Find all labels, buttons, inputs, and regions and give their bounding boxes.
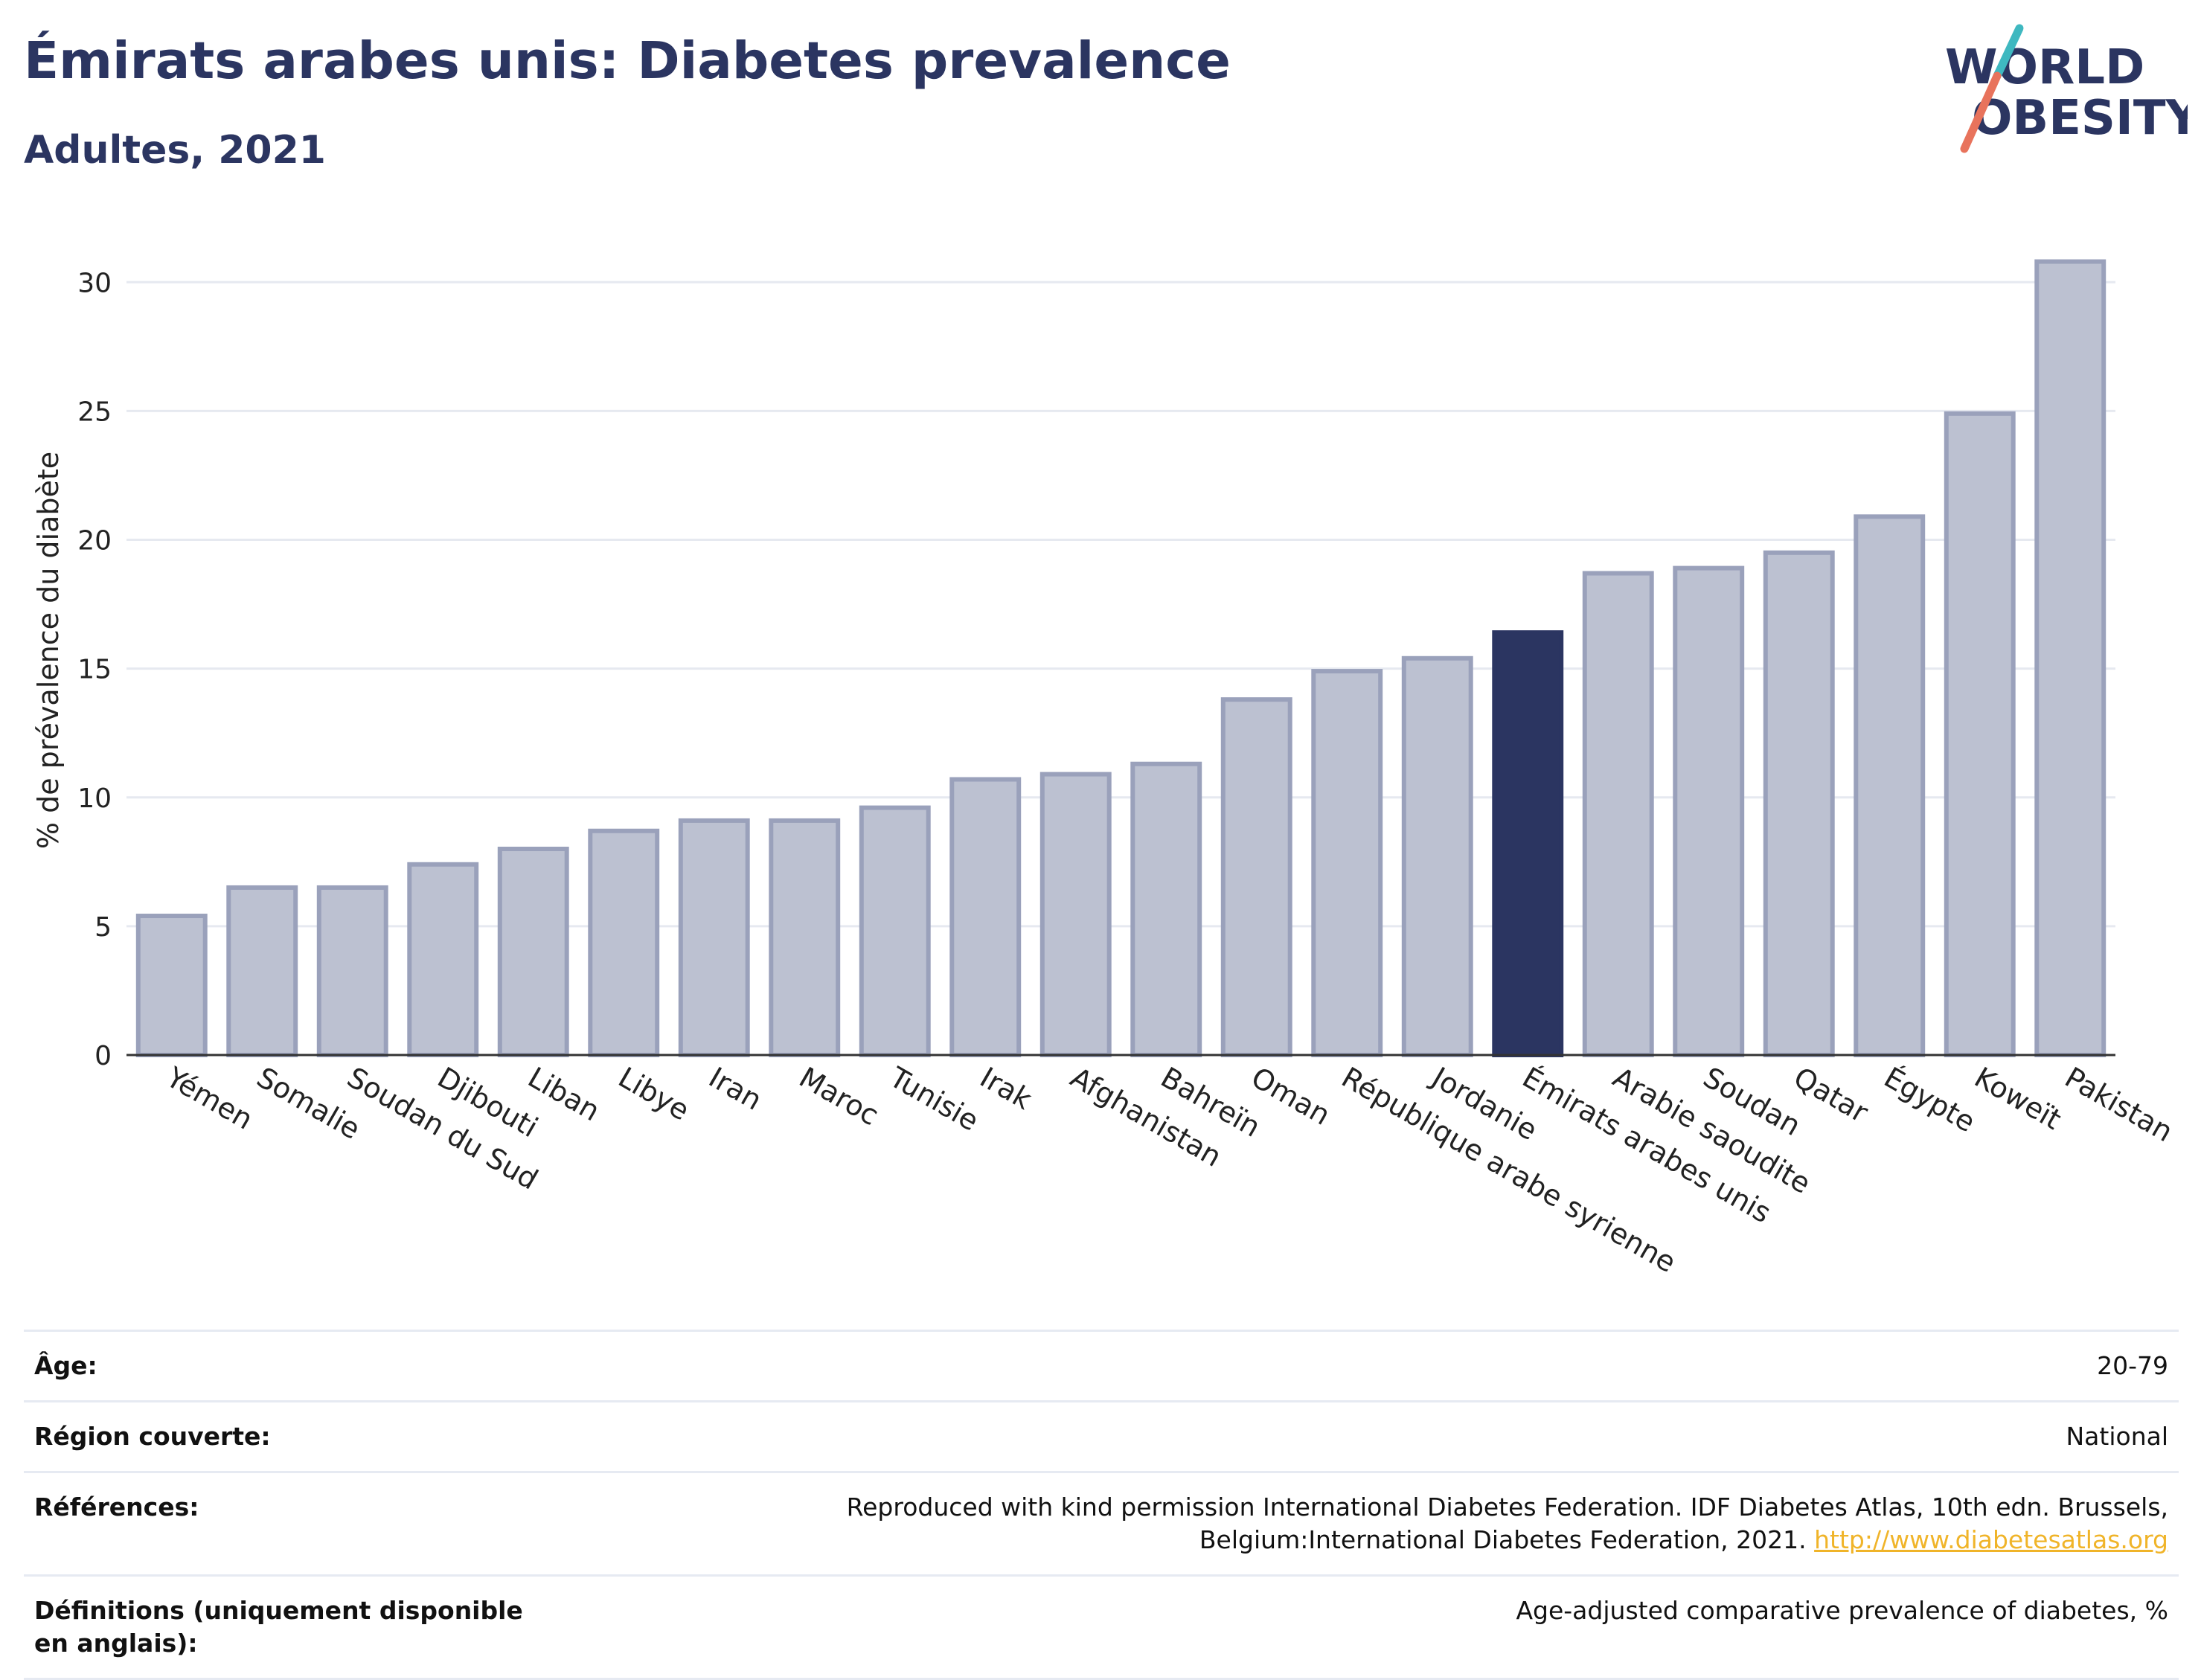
x-tick-label: Somalie xyxy=(252,1061,366,1146)
bar-3 xyxy=(407,862,479,1058)
logo-text-obesity: OBESITY xyxy=(1972,91,2188,146)
y-tick-label: 15 xyxy=(77,655,112,685)
page-title: Émirats arabes unis: Diabetes prevalence xyxy=(24,31,1231,91)
bar-6 xyxy=(678,818,750,1057)
bar-14 xyxy=(1401,655,1473,1057)
page-subtitle: Adultes, 2021 xyxy=(24,128,326,173)
bar-10 xyxy=(1039,772,1112,1058)
y-tick-label: 25 xyxy=(77,397,112,427)
y-tick-label: 10 xyxy=(77,783,112,814)
bar-7 xyxy=(769,818,841,1057)
info-label-references: Références: xyxy=(24,1471,566,1577)
bar-0 xyxy=(135,914,208,1058)
bar-1 xyxy=(226,885,298,1057)
y-tick-label: 5 xyxy=(94,912,112,943)
info-label-region: Région couverte: xyxy=(24,1400,566,1473)
x-tick-label: Afghanistan xyxy=(1065,1061,1227,1173)
bar-20 xyxy=(1944,411,2016,1057)
x-tick-label: Yémen xyxy=(160,1060,258,1136)
info-table: Âge: 20-79 Région couverte: National Réf… xyxy=(24,1330,2179,1680)
bar-9 xyxy=(949,777,1022,1057)
y-tick-label: 20 xyxy=(77,526,112,557)
info-row-references: Références: Reproduced with kind permiss… xyxy=(24,1471,2179,1577)
logo-slash-coral xyxy=(1960,71,2002,153)
info-label-definitions: Définitions (uniquement disponible en an… xyxy=(24,1574,566,1680)
world-obesity-logo: WORLD OBESITY xyxy=(1945,24,2188,153)
diabetesatlas-link[interactable]: http://www.diabetesatlas.org xyxy=(1814,1525,2168,1554)
bar-5 xyxy=(588,828,660,1057)
bar-16 xyxy=(1582,571,1654,1057)
bar-8 xyxy=(859,805,931,1057)
x-tick-label: Égypte xyxy=(1879,1061,1981,1139)
info-value-definitions: Age-adjusted comparative prevalence of d… xyxy=(566,1574,2179,1680)
info-value-references: Reproduced with kind permission Internat… xyxy=(566,1471,2179,1577)
info-row-definitions: Définitions (uniquement disponible en an… xyxy=(24,1574,2179,1680)
x-tick-label: Koweït xyxy=(1969,1061,2066,1136)
bar-12 xyxy=(1220,697,1292,1057)
info-value-region: National xyxy=(566,1400,2179,1473)
bar-19 xyxy=(1854,514,1926,1057)
y-tick-labels: 0 5 10 15 20 25 30 xyxy=(77,268,112,1071)
bars xyxy=(135,259,2107,1058)
bar-2 xyxy=(316,885,388,1057)
bar-4 xyxy=(497,847,569,1057)
x-tick-label: Maroc xyxy=(794,1061,885,1132)
logo-text-world: WORLD xyxy=(1945,40,2144,95)
y-tick-label: 0 xyxy=(94,1041,112,1071)
y-tick-label: 30 xyxy=(77,268,112,298)
info-value-age: 20-79 xyxy=(566,1330,2179,1402)
info-row-region: Région couverte: National xyxy=(24,1400,2179,1473)
info-row-age: Âge: 20-79 xyxy=(24,1330,2179,1402)
x-tick-label: Pakistan xyxy=(2060,1061,2179,1149)
logo-slash-teal xyxy=(1993,24,2024,80)
bar-17 xyxy=(1673,565,1745,1057)
x-tick-label: Irak xyxy=(975,1061,1037,1116)
x-tick-label: Iran xyxy=(703,1061,767,1117)
info-label-age: Âge: xyxy=(24,1330,566,1402)
bar-11 xyxy=(1130,761,1202,1058)
y-axis-title: % de prévalence du diabète xyxy=(32,452,65,849)
bar-13 xyxy=(1311,669,1383,1057)
x-tick-label: Libye xyxy=(613,1061,695,1127)
bar-15 xyxy=(1492,630,1564,1057)
bar-21 xyxy=(2034,259,2107,1057)
references-text: Reproduced with kind permission Internat… xyxy=(846,1493,2168,1554)
x-tick-label: Tunisie xyxy=(883,1060,984,1138)
bar-18 xyxy=(1763,550,1835,1057)
